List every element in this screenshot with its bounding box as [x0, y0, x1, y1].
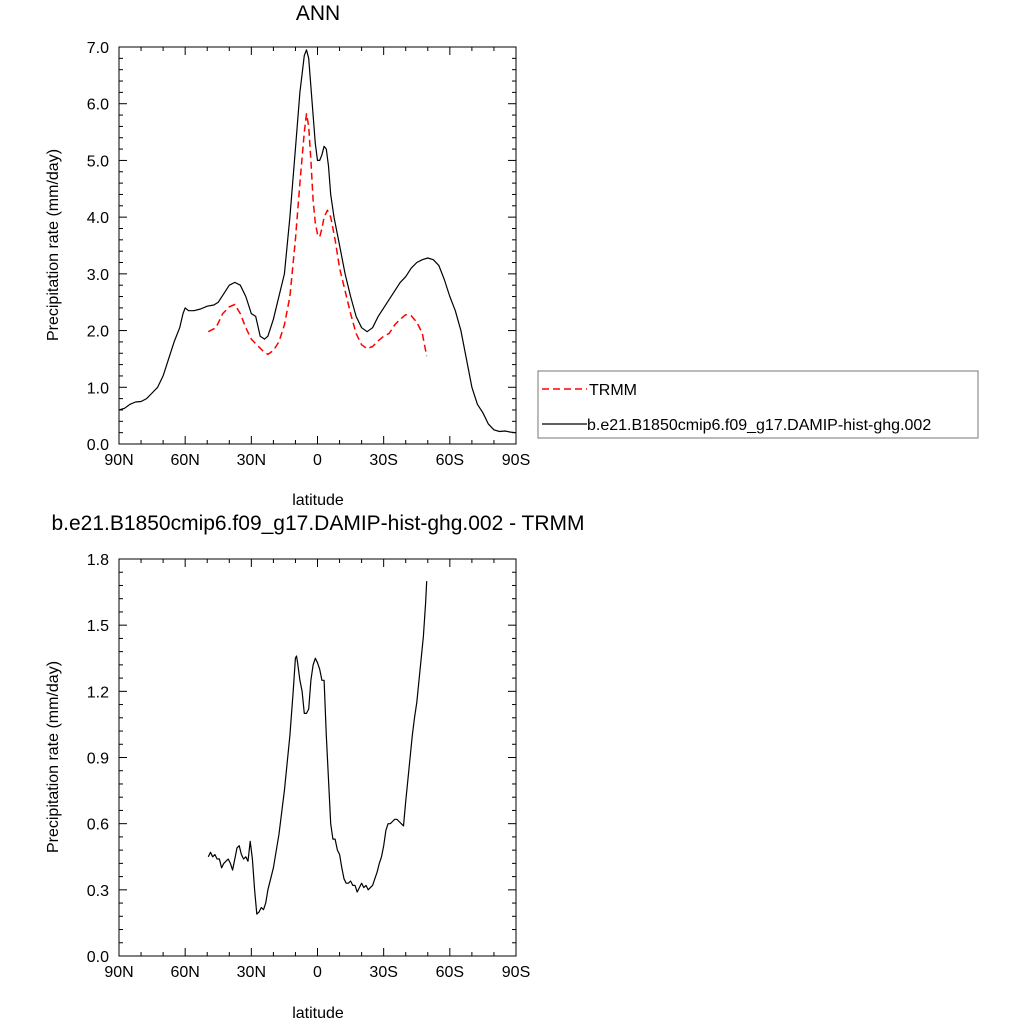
y-tick-label: 6.0 [87, 97, 109, 114]
x-tick-label: 90S [502, 452, 530, 469]
chart-title: ANN [296, 2, 340, 25]
y-tick-label: 0.9 [87, 751, 109, 768]
x-tick-label: 60N [170, 452, 199, 469]
series-line-b-e21-b1850cmip6-f09-g17-damip-hist-ghg-002 [118, 49, 517, 434]
axis-ticks [118, 46, 517, 445]
y-tick-label: 3.0 [87, 267, 109, 284]
y-tick-label: 0.0 [87, 437, 109, 454]
y-tick-label: 1.8 [87, 552, 109, 569]
legend-label-model: b.e21.B1850cmip6.f09_g17.DAMIP-hist-ghg.… [587, 417, 931, 434]
chart-title: b.e21.B1850cmip6.f09_g17.DAMIP-hist-ghg.… [51, 512, 584, 535]
legend-label-trmm: TRMM [589, 382, 637, 399]
x-tick-label: 0 [313, 452, 322, 469]
y-tick-label: 4.0 [87, 210, 109, 227]
x-tick-label: 30S [369, 964, 397, 981]
y-tick-label: 1.0 [87, 380, 109, 397]
y-axis-label: Precipitation rate (mm/day) [45, 149, 62, 341]
y-tick-label: 2.0 [87, 324, 109, 341]
axis-ticks [118, 558, 517, 957]
x-axis-label: latitude [292, 1005, 344, 1022]
series-line-difference [207, 581, 428, 915]
x-tick-label: 60S [436, 452, 464, 469]
legend-box [537, 370, 979, 439]
x-tick-label: 30N [237, 964, 266, 981]
y-tick-label: 0.0 [87, 949, 109, 966]
x-tick-label: 90N [104, 452, 133, 469]
y-tick-label: 1.5 [87, 618, 109, 635]
x-tick-label: 0 [313, 964, 322, 981]
x-axis-label: latitude [292, 492, 344, 509]
y-axis-label: Precipitation rate (mm/day) [45, 661, 62, 853]
x-tick-label: 60S [436, 964, 464, 981]
x-tick-label: 30N [237, 452, 266, 469]
x-tick-label: 90N [104, 964, 133, 981]
x-tick-label: 30S [369, 452, 397, 469]
plot-frame [118, 558, 517, 957]
series-lines [207, 581, 428, 915]
x-tick-label: 90S [502, 964, 530, 981]
plot-frame [118, 46, 517, 445]
y-tick-label: 1.2 [87, 684, 109, 701]
y-tick-label: 5.0 [87, 153, 109, 170]
y-tick-label: 0.6 [87, 817, 109, 834]
precip-chart-ann: ANN 90N 60N 30N 0 30S 60S 90S 0.0 1.0 2.0 3.0 4.0 5.… [45, 2, 979, 509]
y-tick-label: 0.3 [87, 883, 109, 900]
precip-diff-chart: b.e21.B1850cmip6.f09_g17.DAMIP-hist-ghg.… [45, 512, 585, 1022]
x-tick-label: 60N [170, 964, 199, 981]
series-lines [118, 49, 517, 434]
tick-labels: 90N 60N 30N 0 30S 60S 90S 0.0 0.3 0.6 0.9 1.2 1.5 1.8 [87, 552, 530, 981]
legend: TRMM b.e21.B1850cmip6.f09_g17.DAMIP-hist… [537, 370, 979, 439]
tick-labels: 90N 60N 30N 0 30S 60S 90S 0.0 1.0 2.0 3.0 4.0 5.0 6.0… [87, 40, 530, 469]
y-tick-label: 7.0 [87, 40, 109, 57]
series-line-trmm [207, 113, 428, 357]
